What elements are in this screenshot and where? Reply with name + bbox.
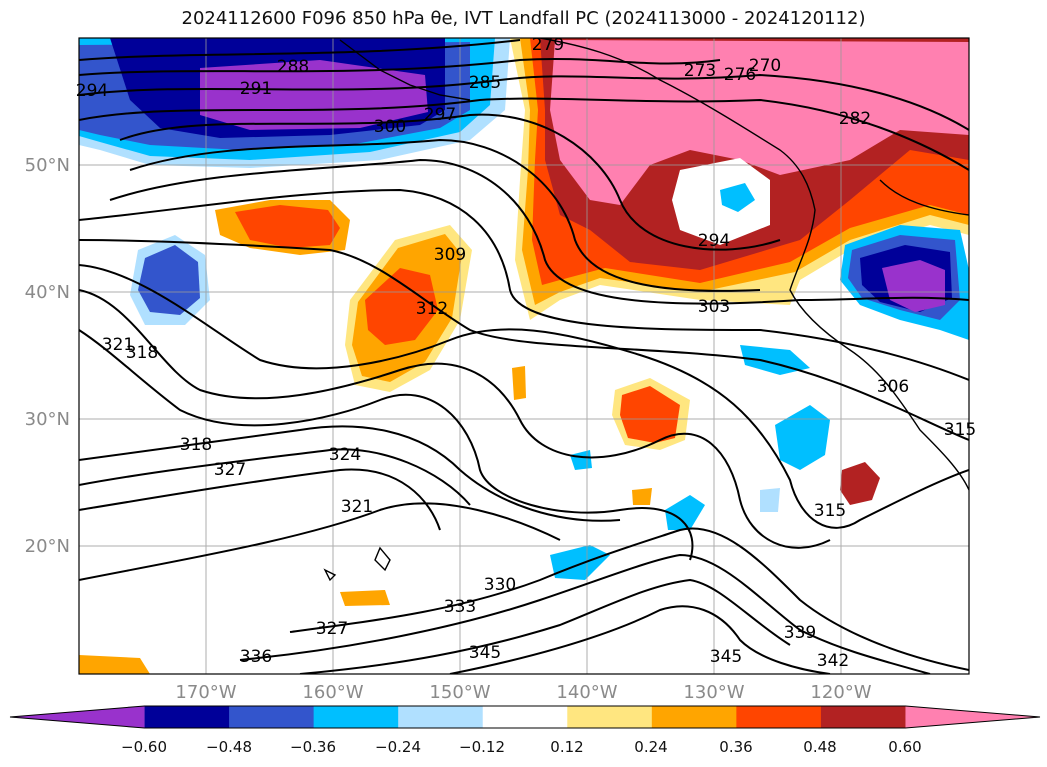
contour-label: 321	[102, 335, 134, 355]
contour-label: 297	[424, 105, 456, 125]
contour-label: 315	[814, 501, 846, 521]
contour-label: 324	[329, 445, 361, 465]
colorbar-segment	[10, 706, 145, 728]
colorbar-tick-label: −0.12	[459, 738, 505, 756]
contour-label: 303	[698, 297, 730, 317]
contour-label: 315	[944, 420, 976, 440]
colorbar-segment	[820, 706, 906, 728]
colorbar-tick-label: −0.36	[290, 738, 336, 756]
colorbar	[9, 705, 1041, 729]
negative-pc-patch-2	[720, 183, 755, 212]
contour-label: 336	[240, 647, 272, 667]
lon-label-140w: 140°W	[556, 682, 618, 703]
lon-label-160w: 160°W	[302, 682, 364, 703]
contour-label: 345	[469, 643, 501, 663]
contour-label: 294	[698, 231, 730, 251]
colorbar-tick-label: −0.60	[121, 738, 167, 756]
contour-label: 291	[240, 79, 272, 99]
negative-pc-gulf-of-alaska-peak	[200, 60, 428, 130]
coastlines	[323, 38, 969, 582]
map-frame	[78, 37, 970, 675]
colorbar-tick-label: 0.36	[719, 738, 753, 756]
lat-label-40n: 40°N	[24, 282, 70, 303]
colorbar-segment	[229, 706, 315, 728]
contour-label: 288	[277, 57, 309, 77]
colorbar-segment	[567, 706, 653, 728]
positive-pc-southwest	[79, 655, 150, 674]
contour-label: 321	[341, 497, 373, 517]
colorbar-segment	[905, 706, 1040, 728]
positive-pc-aleutian-red-core	[235, 205, 340, 248]
colorbar-segment	[651, 706, 737, 728]
contour-label: 318	[126, 343, 158, 363]
colorbar-segment	[482, 706, 568, 728]
theta-e-contours	[79, 39, 969, 674]
chart-title: 2024112600 F096 850 hPa θe, IVT Landfall…	[181, 8, 866, 29]
negative-pc-patch-4	[665, 495, 705, 530]
contour-label: 333	[444, 597, 476, 617]
colorbar-tick-label: 0.24	[634, 738, 668, 756]
lon-label-120w: 120°W	[810, 682, 872, 703]
lat-label-30n: 30°N	[24, 409, 70, 430]
contour-label: 342	[817, 651, 849, 671]
contour-label: 270	[749, 56, 781, 76]
contour-label: 339	[784, 623, 816, 643]
negative-pc-patch-1	[775, 405, 830, 470]
positive-pc-southeast	[840, 462, 880, 505]
lon-label-150w: 150°W	[429, 682, 491, 703]
contour-label: 276	[724, 65, 756, 85]
map-gridlines	[79, 38, 969, 674]
contour-label: 279	[532, 35, 564, 55]
negative-pc-northwest-basin-core	[138, 245, 200, 315]
lat-label-50n: 50°N	[24, 155, 70, 176]
positive-pc-patch-1	[340, 590, 390, 606]
positive-pc-pacific-northwest-hole	[672, 158, 770, 245]
positive-pc-pacific-northwest-pink	[550, 40, 969, 205]
contour-label: 312	[416, 299, 448, 319]
positive-pc-central-pacific-red	[365, 268, 438, 345]
shaded-pc-field	[79, 38, 969, 674]
colorbar-segment	[398, 706, 484, 728]
contour-label: 330	[484, 575, 516, 595]
lon-label-170w: 170°W	[175, 682, 237, 703]
contour-label: 285	[469, 73, 501, 93]
contour-label: 300	[374, 117, 406, 137]
colorbar-tick-label: 0.12	[550, 738, 584, 756]
contour-label: 309	[434, 245, 466, 265]
colorbar-tick-label: −0.48	[206, 738, 252, 756]
colorbar-tick-label: 0.48	[803, 738, 837, 756]
contour-label: 327	[214, 460, 246, 480]
contour-label: 318	[180, 435, 212, 455]
map-area	[79, 38, 969, 674]
lon-label-130w: 130°W	[683, 682, 745, 703]
negative-pc-patch-5	[550, 545, 610, 580]
contour-label: 294	[76, 81, 108, 101]
positive-pc-patch-2	[632, 488, 652, 505]
contour-label: 282	[839, 109, 871, 129]
colorbar-tick-label: −0.24	[375, 738, 421, 756]
colorbar-segment	[144, 706, 230, 728]
colorbar-segment	[736, 706, 822, 728]
lat-label-20n: 20°N	[24, 536, 70, 557]
contour-label: 273	[684, 61, 716, 81]
colorbar-segment	[313, 706, 399, 728]
contour-label: 306	[877, 377, 909, 397]
contour-label: 327	[316, 619, 348, 639]
positive-pc-patch-3	[512, 366, 526, 400]
colorbar-outline	[9, 705, 1041, 729]
negative-pc-great-basin-peak	[882, 260, 945, 312]
negative-pc-patch-7	[760, 488, 780, 512]
colorbar-tick-label: 0.60	[888, 738, 922, 756]
positive-pc-subtropics-core	[620, 386, 680, 443]
contour-label: 345	[710, 647, 742, 667]
